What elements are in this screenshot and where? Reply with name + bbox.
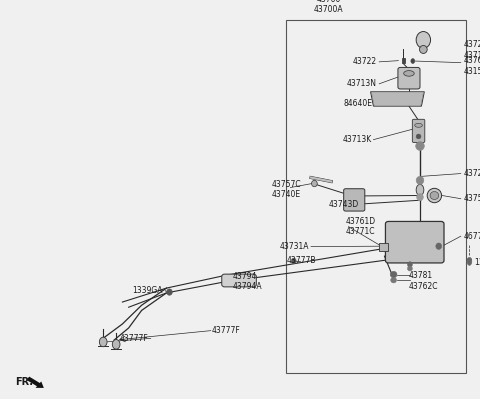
Text: FR.: FR. [15, 377, 33, 387]
FancyBboxPatch shape [385, 221, 444, 263]
FancyBboxPatch shape [412, 119, 425, 142]
Text: 84640E: 84640E [343, 99, 372, 108]
Polygon shape [371, 92, 424, 106]
Text: 43731A: 43731A [280, 242, 310, 251]
Text: 43761B
43152F: 43761B 43152F [463, 56, 480, 75]
Ellipse shape [415, 123, 422, 127]
Ellipse shape [391, 277, 396, 283]
Text: 43761D
43771C: 43761D 43771C [346, 217, 376, 236]
Ellipse shape [467, 257, 472, 265]
Ellipse shape [167, 289, 172, 295]
Ellipse shape [430, 192, 439, 200]
Ellipse shape [420, 45, 427, 53]
Text: 46773B: 46773B [463, 232, 480, 241]
Bar [402, 58, 405, 63]
Ellipse shape [312, 180, 317, 187]
Ellipse shape [99, 337, 107, 347]
Ellipse shape [436, 243, 442, 249]
Ellipse shape [416, 184, 424, 196]
Bar [379, 243, 388, 251]
Text: 43700
43700A: 43700 43700A [314, 0, 344, 14]
Ellipse shape [417, 194, 423, 201]
Ellipse shape [291, 258, 296, 264]
Text: 43777F: 43777F [120, 334, 149, 343]
Bar [286, 20, 466, 373]
FancyBboxPatch shape [222, 274, 256, 287]
Ellipse shape [416, 134, 421, 139]
Text: 43794
43794A: 43794 43794A [233, 272, 263, 291]
Text: 43781
43762C: 43781 43762C [409, 271, 438, 290]
Ellipse shape [416, 142, 424, 150]
Text: 43743D: 43743D [329, 200, 359, 209]
Ellipse shape [427, 188, 442, 203]
Ellipse shape [390, 271, 397, 278]
Polygon shape [372, 92, 423, 106]
Text: 43777F: 43777F [211, 326, 240, 335]
Ellipse shape [112, 340, 120, 349]
FancyArrow shape [26, 377, 44, 388]
Text: 43753: 43753 [463, 194, 480, 203]
Ellipse shape [408, 266, 412, 271]
Text: 1125KJ: 1125KJ [474, 258, 480, 267]
Text: 43722: 43722 [353, 57, 377, 66]
Ellipse shape [404, 71, 414, 76]
Text: 43757C
43740E: 43757C 43740E [271, 180, 301, 199]
Text: 43713N: 43713N [347, 79, 377, 88]
Text: 43713K: 43713K [343, 135, 372, 144]
Ellipse shape [416, 176, 424, 184]
Ellipse shape [416, 32, 431, 48]
FancyBboxPatch shape [344, 189, 365, 211]
Text: 43720A: 43720A [463, 169, 480, 178]
FancyBboxPatch shape [398, 67, 420, 89]
Ellipse shape [408, 262, 412, 267]
Ellipse shape [411, 59, 415, 63]
Ellipse shape [468, 258, 471, 261]
Text: 43777B: 43777B [287, 257, 316, 265]
Text: 1339GA: 1339GA [132, 286, 163, 295]
Text: 43720
43711A: 43720 43711A [463, 40, 480, 59]
